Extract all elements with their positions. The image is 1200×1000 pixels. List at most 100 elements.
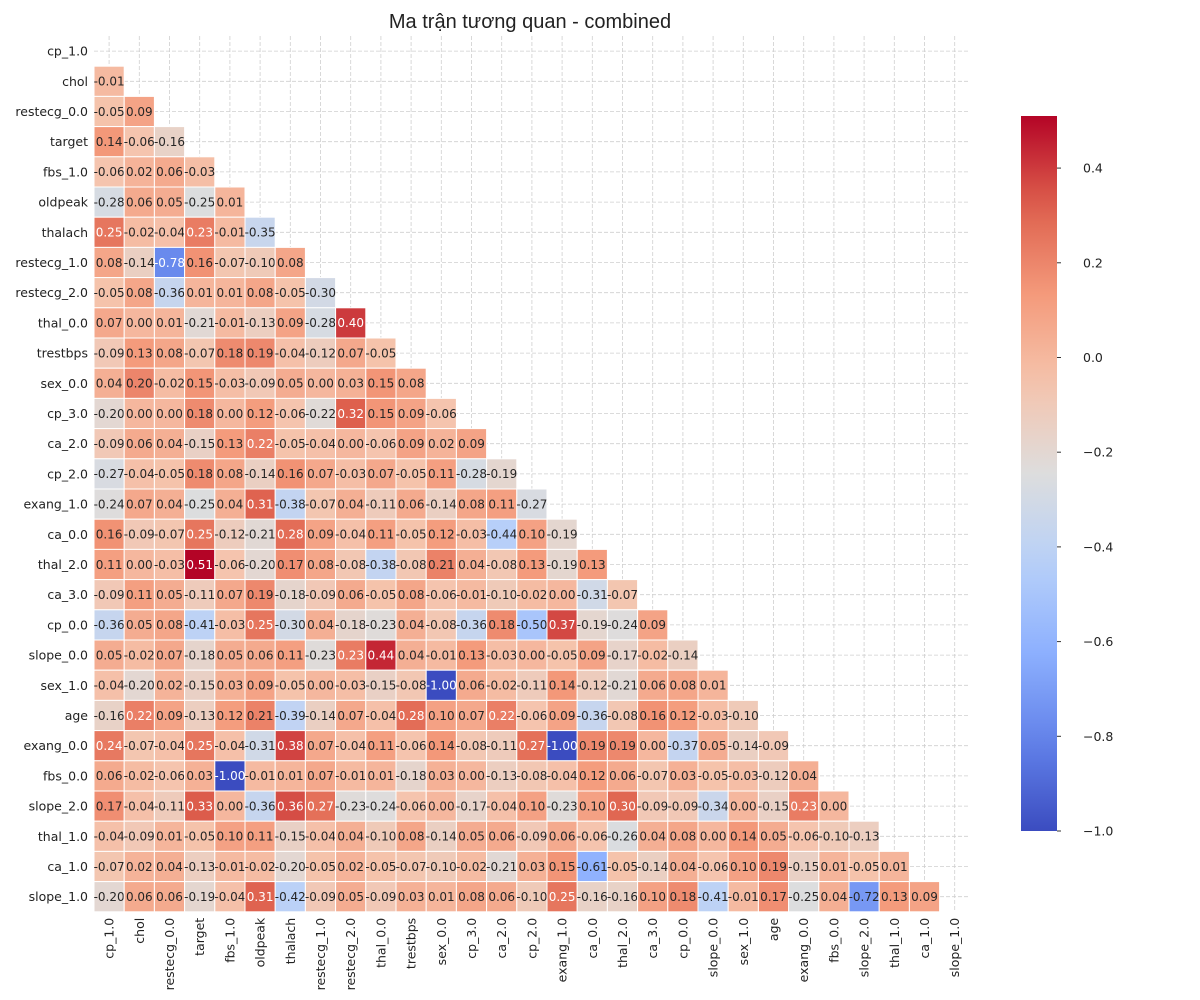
- heatmap-cell: [546, 760, 578, 792]
- cell-value-label: 0.03: [670, 769, 697, 783]
- cell-value-label: -0.05: [849, 860, 880, 874]
- cell-value-label: -0.16: [577, 890, 608, 904]
- cell-value-label: -0.06: [516, 709, 547, 723]
- cell-value-label: -0.25: [184, 497, 215, 511]
- cell-value-label: -0.02: [516, 588, 547, 602]
- row-label: ca_0.0: [47, 527, 88, 542]
- cell-value-label: 0.10: [217, 830, 244, 844]
- cell-value-label: 0.07: [458, 709, 485, 723]
- cell-value-label: -0.44: [486, 528, 517, 542]
- cell-value-label: -0.06: [94, 165, 125, 179]
- cell-value-label: 0.08: [670, 830, 697, 844]
- cell-value-label: -0.07: [214, 256, 245, 270]
- cell-value-label: -0.13: [184, 860, 215, 874]
- cell-value-label: 0.11: [247, 830, 274, 844]
- cell-value-label: -0.08: [335, 558, 366, 572]
- cell-value-label: -0.02: [124, 226, 155, 240]
- heatmap-cell: [486, 518, 518, 550]
- heatmap-cell: [546, 669, 578, 701]
- cell-value-label: 0.05: [217, 648, 244, 662]
- heatmap-cell: [93, 488, 125, 520]
- cell-value-label: 0.09: [458, 437, 485, 451]
- cell-value-label: -0.12: [577, 679, 608, 693]
- cell-value-label: -0.05: [547, 648, 578, 662]
- cell-value-label: 0.06: [156, 890, 183, 904]
- cell-value-label: 0.02: [337, 860, 364, 874]
- heatmap-cell: [153, 760, 186, 792]
- heatmap-cell: [214, 639, 246, 671]
- heatmap-cell: [425, 639, 457, 671]
- heatmap-cell: [304, 790, 337, 822]
- cell-value-label: -0.10: [728, 709, 759, 723]
- cell-value-label: 0.51: [186, 558, 213, 572]
- row-label: exang_0.0: [23, 738, 88, 753]
- column-label: thal_0.0: [373, 918, 388, 968]
- cell-value-label: 0.05: [156, 588, 183, 602]
- heatmap-cell: [274, 881, 306, 913]
- cell-value-label: 0.06: [126, 890, 153, 904]
- heatmap-cell: [153, 850, 186, 883]
- cell-value-label: 0.00: [549, 588, 576, 602]
- heatmap-cell: [93, 337, 125, 369]
- heatmap-cell: [214, 367, 246, 399]
- cell-value-label: -0.06: [788, 830, 819, 844]
- cell-value-label: -0.18: [184, 648, 215, 662]
- cell-value-label: -0.05: [154, 467, 185, 481]
- cell-value-label: -0.17: [607, 648, 638, 662]
- heatmap-cell: [637, 730, 669, 762]
- cell-value-label: 0.09: [911, 890, 938, 904]
- cell-value-label: 0.10: [519, 799, 546, 813]
- heatmap-cell: [93, 699, 125, 732]
- row-label: cp_2.0: [47, 466, 88, 481]
- heatmap-cell: [425, 397, 457, 430]
- heatmap-cell: [184, 488, 216, 520]
- heatmap-cell: [395, 367, 427, 399]
- cell-value-label: -0.10: [426, 860, 457, 874]
- cell-value-label: -0.13: [184, 709, 215, 723]
- cell-value-label: 0.07: [307, 769, 334, 783]
- heatmap-cell: [214, 579, 246, 611]
- heatmap-cell: [184, 216, 216, 248]
- heatmap-cell: [667, 820, 699, 852]
- heatmap-cell: [184, 458, 216, 490]
- colorbar-gradient: [1021, 116, 1057, 831]
- cell-value-label: 0.36: [277, 799, 304, 813]
- cell-value-label: -0.15: [788, 860, 819, 874]
- heatmap-cell: [123, 548, 155, 581]
- heatmap-cell: [335, 307, 367, 339]
- cell-value-label: -0.04: [214, 739, 245, 753]
- cell-value-label: -0.38: [275, 497, 306, 511]
- cell-value-label: 0.06: [156, 165, 183, 179]
- cell-value-label: -0.02: [154, 377, 185, 391]
- cell-value-label: 0.05: [277, 377, 304, 391]
- heatmap-cell: [757, 850, 790, 883]
- cell-value-label: 0.06: [126, 437, 153, 451]
- heatmap-cell: [153, 518, 186, 550]
- cell-value-label: 0.11: [96, 558, 123, 572]
- heatmap-cell: [123, 367, 155, 399]
- cell-value-label: 0.12: [670, 709, 697, 723]
- heatmap-cell: [184, 367, 216, 399]
- cell-value-label: 0.32: [337, 407, 364, 421]
- cell-value-label: 0.13: [458, 648, 485, 662]
- heatmap-cell: [637, 820, 669, 852]
- heatmap-cell: [184, 669, 216, 701]
- cell-value-label: 0.04: [670, 860, 697, 874]
- heatmap-cell: [184, 790, 216, 822]
- cell-value-label: -0.13: [849, 830, 880, 844]
- cell-value-label: -0.09: [667, 799, 698, 813]
- heatmap-cell: [244, 458, 276, 490]
- cell-value-label: 0.01: [156, 830, 183, 844]
- cell-value-label: -0.04: [335, 739, 366, 753]
- cell-value-label: -0.11: [184, 588, 215, 602]
- heatmap-cell: [818, 881, 850, 913]
- cell-value-label: 0.00: [519, 648, 546, 662]
- cell-value-label: -0.11: [365, 497, 396, 511]
- cell-value-label: 0.22: [488, 709, 515, 723]
- heatmap-cell: [274, 307, 306, 339]
- cell-value-label: 0.14: [428, 739, 455, 753]
- heatmap-cell: [244, 669, 276, 701]
- cell-value-label: 0.20: [126, 377, 153, 391]
- heatmap-cell: [153, 126, 186, 158]
- cell-value-label: -0.18: [396, 769, 427, 783]
